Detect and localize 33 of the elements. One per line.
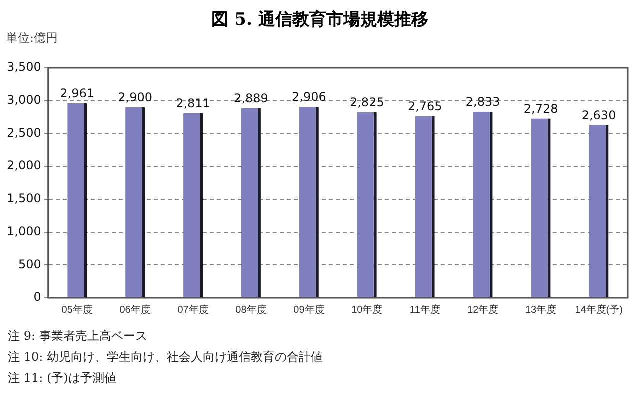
data-label: 2,906	[292, 90, 326, 104]
x-tick-label: 14年度(予)	[575, 304, 623, 316]
data-label: 2,728	[524, 102, 558, 116]
data-label: 2,961	[60, 86, 95, 101]
text: 注 10: 幼児向け、学生向け、社会人向け通信教育の合計値	[8, 349, 323, 366]
y-axis-title: 単位:億円	[6, 30, 58, 47]
y-tick-label: 0	[34, 290, 42, 304]
data-label: 2,765	[408, 99, 442, 114]
data-label: 2,889	[234, 91, 268, 106]
x-tick-label: 05年度	[62, 304, 93, 316]
x-tick-label: 06年度	[120, 304, 151, 316]
x-tick-label: 08年度	[236, 304, 267, 316]
data-label: 2,900	[118, 90, 152, 105]
y-tick-label: 2,000	[6, 158, 42, 173]
x-tick-label: 13年度	[525, 304, 557, 316]
x-tick-label: 07年度	[178, 304, 209, 316]
chart-title: 図 5. 通信教育市場規模推移	[210, 9, 430, 31]
x-tick-label: 09年度	[294, 304, 325, 316]
data-label: 2,825	[350, 95, 384, 110]
y-tick-label: 3,500	[6, 60, 42, 74]
text: 注 9: 事業者売上高ベース	[8, 328, 148, 345]
y-tick-label: 2,500	[6, 126, 42, 140]
x-tick-label: 10年度	[352, 304, 383, 316]
y-tick-label: 1,000	[6, 224, 42, 238]
data-label: 2,630	[582, 108, 616, 122]
x-tick-label: 12年度	[468, 304, 499, 316]
data-label: 2,833	[466, 94, 500, 109]
y-tick-label: 3,000	[6, 92, 42, 107]
y-tick-label: 1,500	[6, 192, 42, 206]
text: 注 11: (予)は予測値	[8, 370, 118, 387]
y-tick-label: 500	[18, 257, 42, 272]
data-label: 2,811	[176, 96, 210, 110]
x-tick-label: 11年度	[410, 304, 440, 316]
